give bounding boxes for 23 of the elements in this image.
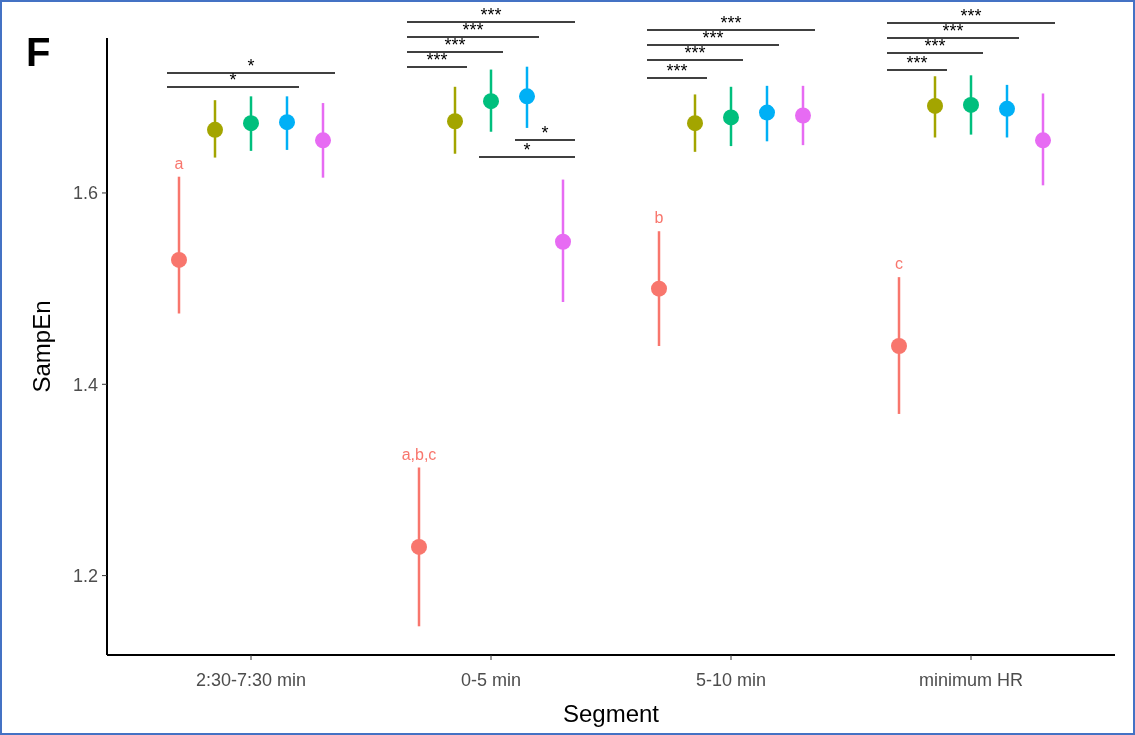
x-axis-title: Segment [562,700,660,727]
annotation: c [895,255,903,273]
y-tick-label: 1.2 [72,565,98,586]
y-axis-title: SampEn [28,300,55,393]
significance-bracket: * [514,123,576,143]
x-tick-label: minimum HR [918,670,1024,690]
annotation: a [174,154,184,172]
chart-title: F [26,30,51,74]
x-tick-label: 2:30-7:30 min [195,670,307,690]
x-tick-label: 0-5 min [460,670,522,690]
significance-bracket: *** [646,61,708,81]
annotation: b [654,209,664,227]
annotation: * [541,123,549,143]
annotation: *** [906,53,928,73]
y-tick-label: 1.6 [72,183,98,204]
annotation: *** [666,61,688,81]
y-tick-label: 1.4 [72,374,98,395]
annotation: * [229,70,237,90]
significance-bracket: *** [886,53,948,73]
significance-bracket: * [478,140,576,160]
annotation: * [523,140,531,160]
annotation: a,b,c [401,445,437,463]
x-tick-label: 5-10 min [695,670,767,690]
